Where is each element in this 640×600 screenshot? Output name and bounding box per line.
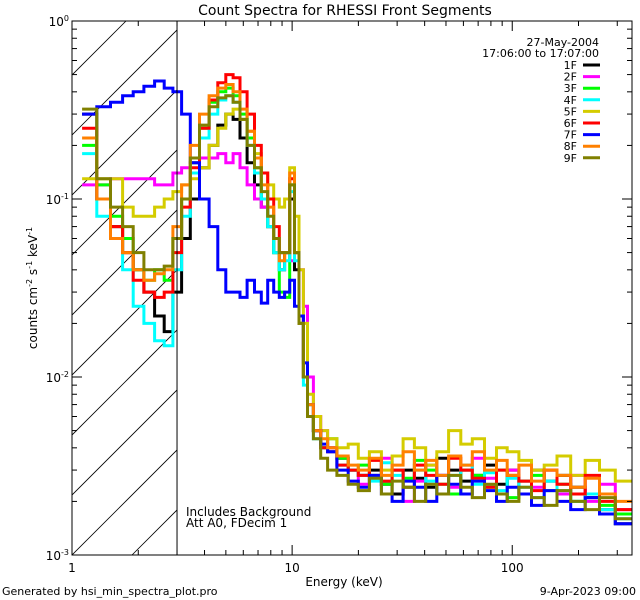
series-9F — [82, 94, 632, 521]
legend-label-7F: 7F — [564, 129, 577, 142]
y-axis-label: counts cm-2 s-1 keV-1 — [25, 227, 40, 349]
legend-label-3F: 3F — [564, 82, 577, 95]
legend-label-5F: 5F — [564, 105, 577, 118]
x-tick-label: 1 — [68, 561, 76, 575]
hatch-line — [72, 29, 177, 136]
y-tick-label: 10-1 — [46, 192, 69, 207]
chart-title: Count Spectra for RHESSI Front Segments — [198, 3, 492, 19]
hatch-line — [252, 0, 640, 555]
hatch-line — [72, 209, 177, 316]
hatch-line — [72, 149, 177, 256]
date-label: 27-May-2004 — [527, 36, 599, 49]
x-tick-label: 10 — [284, 561, 299, 575]
plot-frame — [71, 20, 633, 556]
annotation-background: Includes Background — [186, 505, 311, 519]
hatch-line — [72, 21, 127, 76]
legend-label-6F: 6F — [564, 117, 577, 130]
y-tick-label: 10-2 — [46, 370, 69, 385]
legend-label-9F: 9F — [564, 152, 577, 165]
legend-label-1F: 1F — [564, 59, 577, 72]
legend-label-8F: 8F — [564, 140, 577, 153]
legend-label-4F: 4F — [564, 94, 577, 107]
annotation-attenuator: Att A0, FDecim 1 — [186, 516, 287, 530]
hatch-line — [72, 449, 177, 555]
x-axis-label: Energy (keV) — [305, 575, 382, 589]
hatch-line — [72, 389, 177, 496]
hatch-line — [72, 329, 177, 436]
time-range-label: 17:06:00 to 17:07:00 — [482, 47, 599, 60]
x-tick-label: 100 — [501, 561, 524, 575]
timestamp-label: 9-Apr-2023 09:00 — [540, 585, 636, 598]
hatch-line — [72, 269, 177, 376]
hatch-line — [0, 0, 132, 555]
y-tick-label: 10-3 — [46, 548, 69, 563]
y-tick-label: 100 — [49, 14, 69, 29]
legend-label-2F: 2F — [564, 71, 577, 84]
generated-by-label: Generated by hsi_min_spectra_plot.pro — [2, 585, 218, 598]
